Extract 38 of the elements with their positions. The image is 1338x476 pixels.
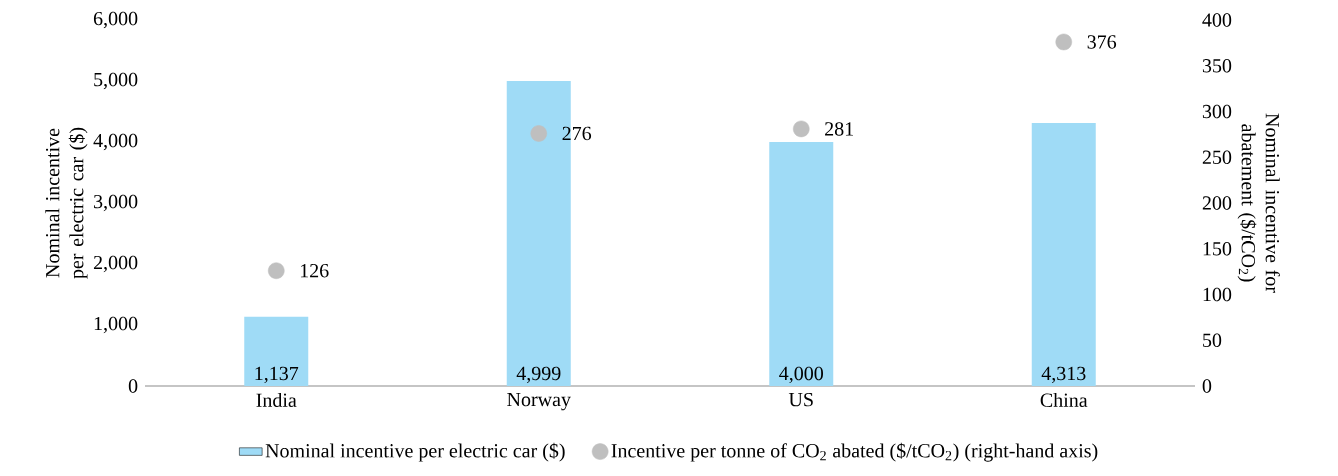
bar [244,316,309,386]
y-tick-label: 6,000 [93,11,138,29]
y-tick-label: 0 [128,379,138,393]
point [530,125,548,142]
y2-tick-label: 50 [1203,333,1222,347]
data-label: 4,999 [516,366,561,384]
y2-tick-label: 300 [1202,104,1232,119]
data-label: 376 [1087,35,1117,49]
point [792,120,810,138]
data-label: 4,313 [1041,366,1086,384]
bar [1031,122,1096,386]
x-tick-label: India [256,392,297,407]
bar [769,142,834,386]
data-label: 281 [825,122,853,136]
y-axis-title: Nominal incentive per electric car ($) [45,127,88,279]
x-tick-label: China [1040,392,1088,407]
x-tick-label: US [788,392,813,407]
y-tick-label: 3,000 [94,194,138,212]
x-tick-label: Norway [507,392,571,411]
y2-tick-label: 350 [1202,59,1232,73]
y-tick-label: 2,000 [93,255,138,273]
legend-label: Nominal incentive per electric car ($) [265,442,565,462]
y2-tick-label: 0 [1202,379,1212,393]
y2-tick-label: 250 [1202,150,1232,164]
point [1055,33,1073,51]
data-label: 4,000 [779,366,823,384]
y-tick-label: 4,000 [93,133,138,151]
y2-tick-label: 200 [1202,196,1232,210]
legend-label: Incentive per tonne of CO$_{2}$ abated ($/tCO$_{2}$) (right-hand axis) [611,442,1098,462]
y2-tick-label: 150 [1203,242,1232,256]
y-tick-label: 1,000 [94,316,138,334]
y2-tick-label: 100 [1203,287,1232,302]
data-label: 1,137 [255,366,299,384]
point [267,262,285,279]
data-label: 276 [562,126,592,141]
y-tick-label: 5,000 [94,72,138,90]
y2-tick-label: 400 [1202,13,1232,27]
data-label: 126 [300,264,329,278]
